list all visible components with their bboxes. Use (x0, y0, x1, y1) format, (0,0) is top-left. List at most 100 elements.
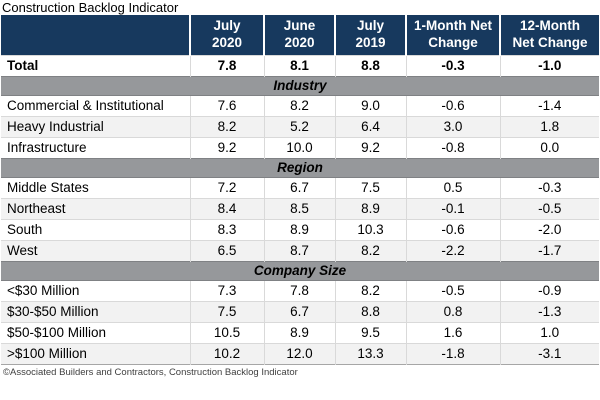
header-cell: July 2020 (189, 15, 264, 55)
value-cell: 9.2 (189, 136, 264, 158)
value-cell: 0.0 (499, 136, 599, 158)
table-header: July 2020 June 2020 July 2019 1-Month Net C… (1, 15, 599, 55)
row-label: $50-$100 Million (1, 321, 190, 343)
header-cell: 12-Month Net Change (499, 15, 599, 55)
value-cell: 9.5 (334, 321, 406, 343)
value-cell: 8.9 (334, 197, 406, 219)
value-cell: 10.3 (334, 218, 406, 240)
row-label: Infrastructure (1, 136, 190, 158)
value-cell: 8.3 (189, 218, 264, 240)
value-cell: 10.2 (189, 342, 264, 364)
row-label: <$30 Million (1, 279, 190, 301)
header-row: July 2020 June 2020 July 2019 1-Month Net C… (1, 15, 599, 55)
row-label: South (1, 218, 190, 240)
value-cell: 10.0 (263, 136, 335, 158)
value-cell: 10.5 (189, 321, 264, 343)
value-cell: 8.1 (263, 54, 335, 76)
value-cell: 1.6 (405, 321, 500, 343)
table-row: $50-$100 Million 10.5 8.9 9.5 1.6 1.0 (1, 321, 599, 343)
value-cell: 9.0 (334, 94, 406, 116)
value-cell: 8.9 (263, 321, 335, 343)
value-cell: -0.5 (405, 279, 500, 301)
value-cell: 8.2 (334, 279, 406, 301)
row-label: West (1, 239, 190, 261)
value-cell: 7.5 (334, 176, 406, 198)
value-cell: 8.8 (334, 300, 406, 322)
row-label: $30-$50 Million (1, 300, 190, 322)
table-row: Northeast 8.4 8.5 8.9 -0.1 -0.5 (1, 197, 599, 219)
header-cell: 1-Month Net Change (405, 15, 500, 55)
row-label: Northeast (1, 197, 190, 219)
value-cell: -0.3 (499, 176, 599, 198)
value-cell: 8.2 (334, 239, 406, 261)
value-cell: 7.8 (189, 54, 264, 76)
value-cell: 7.5 (189, 300, 264, 322)
table-row-total: Total 7.8 8.1 8.8 -0.3 -1.0 (1, 54, 599, 76)
table-row: West 6.5 8.7 8.2 -2.2 -1.7 (1, 239, 599, 261)
table-row: South 8.3 8.9 10.3 -0.6 -2.0 (1, 218, 599, 240)
row-label: Commercial & Institutional (1, 94, 190, 116)
value-cell: 1.0 (499, 321, 599, 343)
value-cell: -2.0 (499, 218, 599, 240)
value-cell: 6.7 (263, 300, 335, 322)
value-cell: -0.6 (405, 218, 500, 240)
value-cell: -0.8 (405, 136, 500, 158)
value-cell: 8.7 (263, 239, 335, 261)
value-cell: 0.5 (405, 176, 500, 198)
table-row: Infrastructure 9.2 10.0 9.2 -0.8 0.0 (1, 136, 599, 158)
value-cell: 8.4 (189, 197, 264, 219)
value-cell: 8.2 (189, 115, 264, 137)
value-cell: 7.2 (189, 176, 264, 198)
section-band-label: Industry (1, 75, 599, 96)
value-cell: -0.3 (405, 54, 500, 76)
table-row: $30-$50 Million 7.5 6.7 8.8 0.8 -1.3 (1, 300, 599, 322)
value-cell: 8.5 (263, 197, 335, 219)
value-cell: 7.6 (189, 94, 264, 116)
section-band-label: Company Size (1, 260, 599, 281)
value-cell: -1.3 (499, 300, 599, 322)
header-cell: June 2020 (263, 15, 335, 55)
value-cell: 9.2 (334, 136, 406, 158)
value-cell: 6.5 (189, 239, 264, 261)
table-row: <$30 Million 7.3 7.8 8.2 -0.5 -0.9 (1, 279, 599, 301)
value-cell: 6.4 (334, 115, 406, 137)
value-cell: -1.8 (405, 342, 500, 364)
value-cell: 6.7 (263, 176, 335, 198)
value-cell: -2.2 (405, 239, 500, 261)
value-cell: -0.1 (405, 197, 500, 219)
value-cell: -0.5 (499, 197, 599, 219)
header-cell: July 2019 (334, 15, 406, 55)
value-cell: 0.8 (405, 300, 500, 322)
source-attribution: ©Associated Builders and Contractors, Co… (3, 366, 298, 378)
section-band-label: Region (1, 157, 599, 178)
section-band-region: Region (1, 157, 599, 178)
value-cell: -1.7 (499, 239, 599, 261)
value-cell: -0.9 (499, 279, 599, 301)
value-cell: -1.0 (499, 54, 599, 76)
table-row: Commercial & Institutional 7.6 8.2 9.0 -0.6-… (1, 94, 599, 116)
value-cell: 5.2 (263, 115, 335, 137)
value-cell: 8.9 (263, 218, 335, 240)
value-cell: 1.8 (499, 115, 599, 137)
page-title: Construction Backlog Indicator (2, 0, 179, 15)
value-cell: 3.0 (405, 115, 500, 137)
row-label: Heavy Industrial (1, 115, 190, 137)
table-row: Middle States 7.2 6.7 7.5 0.5 -0.3 (1, 176, 599, 198)
value-cell: 13.3 (334, 342, 406, 364)
table-row: Heavy Industrial 8.2 5.2 6.4 3.0 1.8 (1, 115, 599, 137)
row-label: >$100 Million (1, 342, 190, 364)
header-cell-blank (1, 15, 190, 55)
backlog-table: July 2020 June 2020 July 2019 1-Month Net C… (1, 15, 599, 365)
value-cell: -0.6 (405, 94, 500, 116)
row-label: Middle States (1, 176, 190, 198)
value-cell: 12.0 (263, 342, 335, 364)
row-label: Total (1, 54, 190, 76)
value-cell: 8.2 (263, 94, 335, 116)
table-row: >$100 Million 10.2 12.0 13.3 -1.8 -3.1 (1, 342, 599, 364)
section-band-industry: Industry (1, 75, 599, 96)
value-cell: -3.1 (499, 342, 599, 364)
value-cell: 7.3 (189, 279, 264, 301)
value-cell: 8.8 (334, 54, 406, 76)
table-body: Total 7.8 8.1 8.8 -0.3 -1.0 Industry Commercial… (1, 54, 599, 364)
